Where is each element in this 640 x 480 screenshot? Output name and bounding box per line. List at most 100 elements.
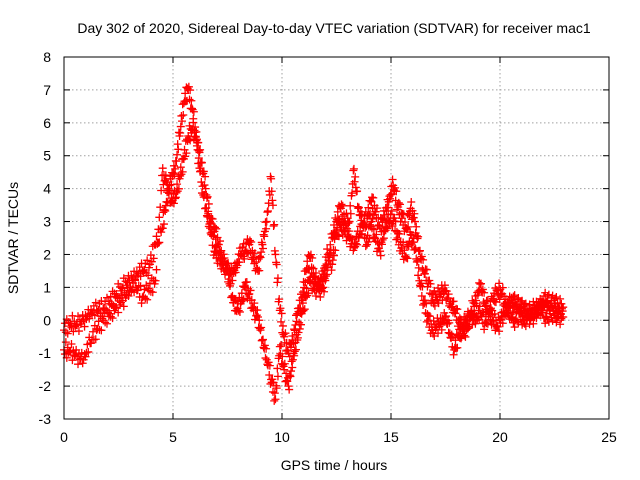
data-point-fill	[178, 117, 187, 126]
data-point-fill	[278, 321, 287, 330]
data-point-fill	[361, 223, 370, 232]
data-point-fill	[372, 230, 381, 239]
data-point-fill	[410, 209, 419, 218]
data-point	[262, 217, 271, 226]
data-point-fill	[415, 246, 424, 255]
data-point-fill	[156, 203, 165, 212]
data-point-fill	[417, 292, 426, 301]
data-point-fill	[204, 199, 213, 208]
data-point-fill	[186, 86, 195, 95]
data-point-fill	[67, 323, 76, 332]
data-point-fill	[173, 150, 182, 159]
data-point-fill	[261, 354, 270, 363]
data-point-fill	[346, 209, 355, 218]
data-point-fill	[64, 318, 73, 327]
data-point-fill	[85, 314, 94, 323]
data-point-fill	[392, 187, 401, 196]
data-point-fill	[353, 240, 362, 249]
data-point-fill	[250, 259, 259, 268]
y-tick-label: 7	[43, 82, 51, 98]
data-point-fill	[212, 242, 221, 251]
data-point-fill	[552, 318, 561, 327]
x-axis-label: GPS time / hours	[281, 457, 388, 473]
data-point-fill	[201, 172, 210, 181]
data-point-fill	[498, 319, 507, 328]
data-point	[171, 164, 180, 173]
data-point-fill	[426, 279, 435, 288]
data-point-fill	[317, 274, 326, 283]
data-point-fill	[464, 322, 473, 331]
y-tick-label: 6	[43, 115, 51, 131]
data-point-fill	[247, 255, 256, 264]
x-tick-label: 20	[492, 429, 508, 445]
data-point-fill	[101, 318, 110, 327]
data-point-fill	[379, 214, 388, 223]
data-point-fill	[403, 254, 412, 263]
data-point-fill	[155, 213, 164, 222]
data-point-fill	[192, 127, 201, 136]
data-point-fill	[111, 304, 120, 313]
data-point-fill	[140, 285, 149, 294]
data-point	[410, 217, 419, 226]
data-point-fill	[187, 96, 196, 105]
data-point-fill	[418, 282, 427, 291]
data-point-fill	[189, 107, 198, 116]
data-point-fill	[334, 232, 343, 241]
data-point-fill	[419, 255, 428, 264]
data-point-fill	[351, 239, 360, 248]
data-point-fill	[259, 335, 268, 344]
data-point-fill	[521, 322, 530, 331]
data-point-fill	[238, 296, 247, 305]
data-point-fill	[124, 292, 133, 301]
data-point-fill	[273, 372, 282, 381]
data-point-fill	[278, 352, 287, 361]
data-point-fill	[71, 351, 80, 360]
data-point-fill	[235, 258, 244, 267]
data-point-fill	[425, 276, 434, 285]
y-tick-label: 2	[43, 246, 51, 262]
data-point-fill	[242, 277, 251, 286]
data-point-fill	[265, 361, 274, 370]
data-point-fill	[478, 285, 487, 294]
data-point-fill	[442, 312, 451, 321]
data-point-fill	[259, 244, 268, 253]
data-point-fill	[77, 317, 86, 326]
data-point-fill	[270, 396, 279, 405]
data-point-fill	[495, 279, 504, 288]
data-point-fill	[417, 252, 426, 261]
data-point-fill	[169, 169, 178, 178]
data-point-fill	[420, 296, 429, 305]
data-point-fill	[556, 294, 565, 303]
data-point-fill	[265, 370, 274, 379]
data-point-fill	[321, 261, 330, 270]
data-point-fill	[306, 250, 315, 259]
y-tick-label: 5	[43, 148, 51, 164]
data-point-fill	[250, 249, 259, 258]
data-point-fill	[158, 164, 167, 173]
data-point-fill	[277, 340, 286, 349]
data-point-fill	[74, 312, 83, 321]
data-point-fill	[61, 328, 70, 337]
data-point-fill	[178, 167, 187, 176]
data-point-fill	[67, 340, 76, 349]
data-point-fill	[290, 347, 299, 356]
data-point-fill	[369, 225, 378, 234]
data-point-fill	[330, 251, 339, 260]
data-point-fill	[204, 207, 213, 216]
data-point-fill	[179, 111, 188, 120]
data-point-fill	[386, 190, 395, 199]
data-point-fill	[219, 250, 228, 259]
data-point-fill	[257, 248, 266, 257]
data-point-fill	[199, 167, 208, 176]
data-point-fill	[414, 271, 423, 280]
data-point-fill	[102, 319, 111, 328]
data-point-fill	[544, 317, 553, 326]
data-point-fill	[235, 307, 244, 316]
data-point-fill	[255, 316, 264, 325]
data-point-fill	[182, 149, 191, 158]
y-tick-label: 1	[43, 279, 51, 295]
data-point-fill	[176, 122, 185, 131]
data-point-fill	[200, 181, 209, 190]
data-point-fill	[176, 163, 185, 172]
plot-frame	[63, 56, 610, 420]
